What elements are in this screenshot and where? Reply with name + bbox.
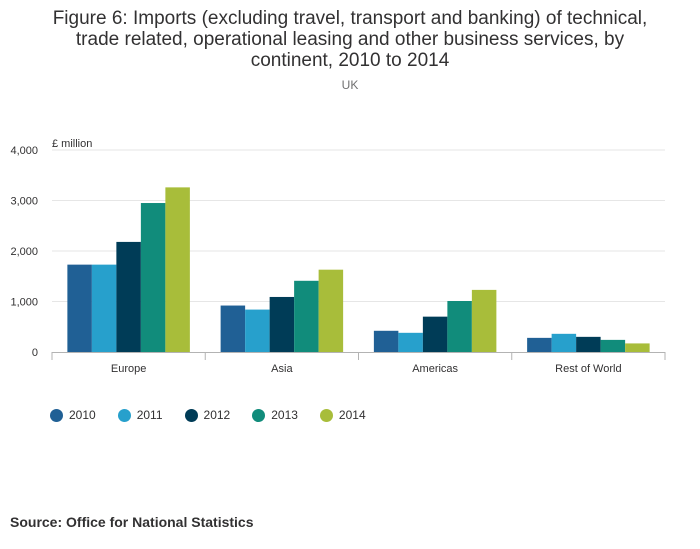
bar-rest-of-world-2012 — [576, 336, 601, 352]
bar-europe-2012 — [116, 241, 141, 352]
bar-chart: 0 1,000 2,000 3,000 4,000 £ million Europe As… — [10, 138, 666, 375]
bar-americas-2013 — [447, 300, 472, 352]
legend-label: 2011 — [136, 408, 163, 422]
bar-europe-2013 — [140, 203, 166, 352]
y-axis-label: £ million — [52, 138, 92, 150]
legend-item-2012[interactable]: 2012 — [184, 408, 231, 422]
chart-title-line-1: Figure 6: Imports (excluding travel, tra… — [52, 8, 648, 29]
bar-americas-2011 — [398, 332, 423, 352]
legend-swatch-icon — [117, 408, 131, 422]
y-tick-label: 1,000 — [10, 297, 38, 309]
chart-title: Figure 6: Imports (excluding travel, tra… — [20, 8, 680, 71]
y-tick-label: 2,000 — [10, 246, 38, 258]
x-axis: Europe Asia Americas Rest of World — [51, 352, 666, 375]
legend-swatch-icon — [319, 408, 333, 422]
legend-label: 2013 — [271, 408, 298, 422]
legend-label: 2010 — [69, 408, 96, 422]
legend: 2010 2011 2012 2013 2014 — [50, 408, 388, 422]
bar-europe-2014 — [165, 187, 190, 352]
bar-americas-2014 — [471, 289, 497, 352]
bar-rest-of-world-2010 — [527, 337, 552, 352]
bar-rest-of-world-2014 — [625, 343, 650, 352]
x-tick-label: Asia — [271, 363, 293, 375]
legend-item-2011[interactable]: 2011 — [117, 408, 163, 422]
legend-label: 2012 — [203, 408, 231, 422]
bar-asia-2014 — [318, 269, 344, 352]
x-tick-label: Rest of World — [555, 363, 621, 375]
y-tick-label: 4,000 — [10, 145, 38, 157]
bar-europe-2010 — [67, 264, 92, 352]
chart-title-line-2: trade related, operational leasing and o… — [75, 29, 625, 50]
legend-item-2014[interactable]: 2014 — [319, 408, 366, 422]
legend-item-2013[interactable]: 2013 — [252, 408, 298, 422]
legend-label: 2014 — [338, 408, 366, 422]
x-tick-label: Europe — [111, 363, 146, 375]
legend-item-2010[interactable]: 2010 — [50, 408, 96, 422]
legend-swatch-icon — [252, 408, 266, 422]
x-tick-label: Americas — [412, 363, 458, 375]
bar-americas-2010 — [373, 330, 399, 352]
bar-rest-of-world-2013 — [600, 339, 626, 352]
y-tick-label: 3,000 — [10, 196, 38, 208]
chart-title-line-3: continent, 2010 to 2014 — [250, 50, 450, 71]
y-axis-ticks: 0 1,000 2,000 3,000 4,000 — [10, 145, 38, 359]
bar-rest-of-world-2011 — [551, 333, 577, 352]
bars — [67, 187, 650, 352]
legend-swatch-icon — [184, 408, 198, 422]
bar-asia-2012 — [269, 296, 295, 352]
source-note: Source: Office for National Statistics — [10, 514, 254, 530]
bar-europe-2011 — [91, 264, 117, 352]
chart-subtitle: UK — [341, 78, 359, 92]
y-tick-label: 0 — [32, 347, 38, 359]
legend-swatch-icon — [50, 408, 63, 422]
bar-americas-2012 — [422, 316, 448, 352]
bar-asia-2013 — [294, 280, 319, 352]
bar-asia-2011 — [245, 309, 270, 352]
bar-asia-2010 — [220, 305, 246, 352]
